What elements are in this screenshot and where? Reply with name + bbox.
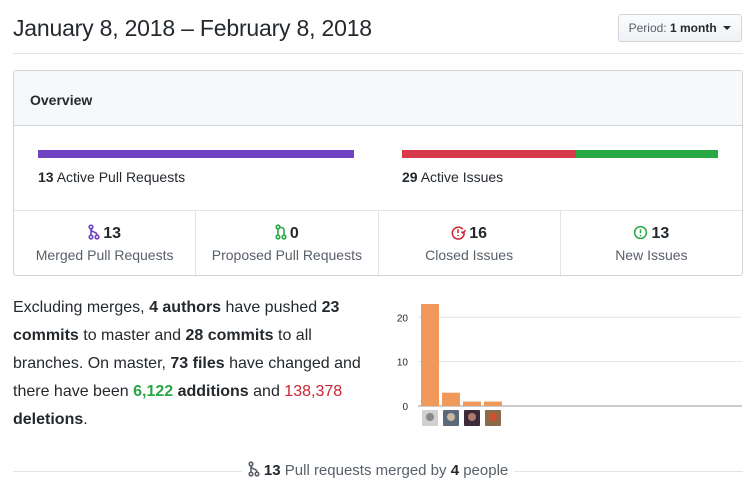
proposed-label: Proposed Pull Requests <box>211 247 362 263</box>
active-issues-count: 29 <box>402 169 418 185</box>
files-changed: 73 files <box>170 355 225 372</box>
overview-box: Overview 13 Active Pull Requests 29 Acti… <box>13 70 743 276</box>
pull-requests-summary[interactable]: 13 Active Pull Requests <box>38 150 354 185</box>
all-branch-commits: 28 commits <box>185 327 274 344</box>
period-label: Period: <box>628 21 667 35</box>
footer-text: Pull requests merged by <box>280 462 451 479</box>
summary-text: to all branches. On master, <box>13 327 312 372</box>
issues-bar-new-fill <box>576 150 718 158</box>
git-merge-icon <box>88 224 100 240</box>
pull-requests-bar <box>38 150 354 158</box>
author-avatar-face <box>426 413 434 421</box>
deletions-word: deletions <box>13 411 84 428</box>
merged-summary-footer: 13 Pull requests merged by 4 people <box>0 461 756 481</box>
issues-summary[interactable]: 29 Active Issues <box>402 150 718 185</box>
additions-word: additions <box>177 383 249 400</box>
summary-text: Excluding merges, <box>13 299 150 316</box>
chart-y-tick-label: 20 <box>397 313 409 324</box>
commits-by-author-chart: 0 10 20 <box>397 304 742 426</box>
period-value: 1 month <box>669 21 717 35</box>
date-range-title: January 8, 2018 – February 8, 2018 <box>13 15 372 41</box>
stat-closed-num-row: 16 <box>379 224 560 244</box>
author-avatar-face <box>489 413 497 421</box>
authors-count: 4 authors <box>149 299 222 316</box>
merged-label: Merged Pull Requests <box>35 247 174 263</box>
merged-count: 13 <box>103 225 122 242</box>
chart-bar <box>442 392 460 406</box>
proposed-count: 0 <box>289 225 299 242</box>
stat-proposed-pull-requests[interactable]: 0 Proposed Pull Requests <box>196 211 379 275</box>
chart-y-tick-label: 10 <box>397 358 409 369</box>
closed-count: 16 <box>469 225 488 242</box>
active-pull-requests-text: 13 Active Pull Requests <box>38 169 354 185</box>
stat-closed-issues[interactable]: 16 Closed Issues <box>379 211 561 275</box>
new-label: New Issues <box>615 247 688 263</box>
issues-bar <box>402 150 718 158</box>
chart-bar <box>421 304 439 406</box>
issues-bar-closed-fill <box>402 150 577 158</box>
merged-pr-count: 13 <box>263 462 281 479</box>
summary-text: to master and <box>78 327 186 344</box>
stat-new-num-row: 13 <box>561 224 742 244</box>
overview-title: Overview <box>14 71 742 126</box>
chart-y-tick-label: 0 <box>402 402 408 413</box>
caret-down-icon <box>723 26 731 30</box>
author-avatar-face <box>468 413 476 421</box>
pull-requests-bar-fill <box>38 150 354 158</box>
summary-text: have changed and there have been <box>13 355 361 400</box>
issue-closed-icon <box>451 226 467 240</box>
stat-new-issues[interactable]: 13 New Issues <box>561 211 742 275</box>
git-merge-icon <box>248 461 260 477</box>
master-commits: 23 commits <box>13 299 340 344</box>
chart-bar <box>484 401 502 406</box>
git-pull-request-icon <box>275 224 287 240</box>
commit-summary: Excluding merges, 4 authors have pushed … <box>13 294 373 434</box>
merged-summary-link[interactable]: 13 Pull requests merged by 4 people <box>241 461 515 481</box>
page-header: January 8, 2018 – February 8, 2018 Perio… <box>13 0 743 54</box>
summary-text: and <box>248 383 285 400</box>
footer-text: people <box>459 462 509 479</box>
summary-text: have pushed <box>221 299 322 316</box>
people-count: 4 <box>450 462 460 479</box>
overview-bars: 13 Active Pull Requests 29 Active Issues <box>14 126 742 211</box>
issue-opened-icon <box>634 225 648 240</box>
additions-count: 6,122 <box>133 383 174 400</box>
author-avatar-face <box>447 413 455 421</box>
active-pull-requests-label: Active Pull Requests <box>56 169 186 185</box>
period-select-button[interactable]: Period: 1 month <box>617 14 742 42</box>
deletions-count: 138,378 <box>284 383 343 400</box>
chart-bar <box>463 401 481 406</box>
stat-proposed-num-row: 0 <box>196 224 377 244</box>
overview-stats: 13 Merged Pull Requests 0 Proposed Pull … <box>14 211 742 275</box>
stat-merged-pull-requests[interactable]: 13 Merged Pull Requests <box>14 211 197 275</box>
active-issues-text: 29 Active Issues <box>402 169 718 185</box>
active-issues-label: Active Issues <box>420 169 504 185</box>
closed-label: Closed Issues <box>425 247 514 263</box>
new-count: 13 <box>651 225 670 242</box>
stat-merged-num-row: 13 <box>14 224 195 244</box>
active-pull-requests-count: 13 <box>38 169 54 185</box>
summary-text: . <box>83 411 88 428</box>
